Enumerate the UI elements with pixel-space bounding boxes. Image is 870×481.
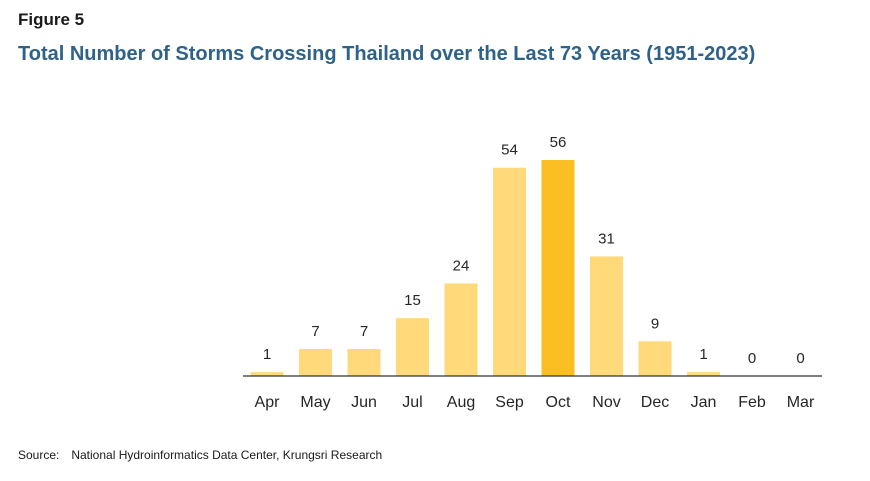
bar-apr	[250, 372, 284, 376]
source-text: National Hydroinformatics Data Center,	[71, 448, 280, 462]
bar-oct	[541, 160, 575, 376]
value-label-feb: 0	[748, 350, 756, 367]
value-label-sep: 54	[501, 142, 518, 159]
value-label-dec: 9	[651, 315, 659, 332]
category-label-jun: Jun	[351, 394, 377, 411]
value-label-aug: 24	[453, 257, 470, 274]
category-label-feb: Feb	[738, 394, 766, 411]
figure-label: Figure 5	[18, 10, 85, 29]
category-label-may: May	[300, 394, 330, 411]
bar-jan	[687, 372, 720, 376]
value-label-oct: 56	[550, 134, 567, 151]
value-label-jul: 15	[404, 292, 421, 309]
category-label-aug: Aug	[447, 394, 475, 411]
value-label-mar: 0	[796, 350, 804, 367]
value-label-jun: 7	[360, 323, 368, 340]
category-label-oct: Oct	[546, 394, 571, 411]
bar-may	[299, 349, 332, 376]
category-label-sep: Sep	[495, 394, 524, 411]
bar-dec	[638, 341, 672, 376]
category-label-apr: Apr	[255, 394, 281, 411]
source-org: Krungsri Research	[282, 448, 383, 462]
bar-aug	[444, 283, 478, 376]
source-note: Source: National Hydroinformatics Data C…	[18, 448, 382, 462]
category-labels-layer: Apr May Jun Jul Aug Sep Oct Nov Dec Jan Feb Mar	[255, 394, 815, 411]
bar-sep	[493, 167, 526, 376]
bar-jul	[396, 318, 429, 376]
category-label-dec: Dec	[641, 394, 669, 411]
bar-nov	[590, 256, 623, 376]
category-label-jan: Jan	[691, 394, 717, 411]
bar-jun	[347, 349, 381, 376]
value-labels-layer: 1 7 7 15 24 54 56 31 9 1 0 0	[263, 134, 805, 367]
value-label-apr: 1	[263, 346, 271, 363]
category-label-nov: Nov	[592, 394, 620, 411]
category-label-mar: Mar	[787, 394, 815, 411]
bar-chart: 1 7 7 15 24 54 56 31 9 1 0 0 Apr May Jun Jul Aug Sep Oct N…	[243, 134, 822, 411]
value-label-may: 7	[311, 323, 319, 340]
value-label-jan: 1	[699, 346, 707, 363]
category-label-jul: Jul	[402, 394, 422, 411]
chart-title: Total Number of Storms Crossing Thailand…	[18, 43, 756, 65]
source-label: Source:	[18, 448, 60, 462]
value-label-nov: 31	[598, 230, 615, 247]
bars-layer	[250, 160, 720, 376]
